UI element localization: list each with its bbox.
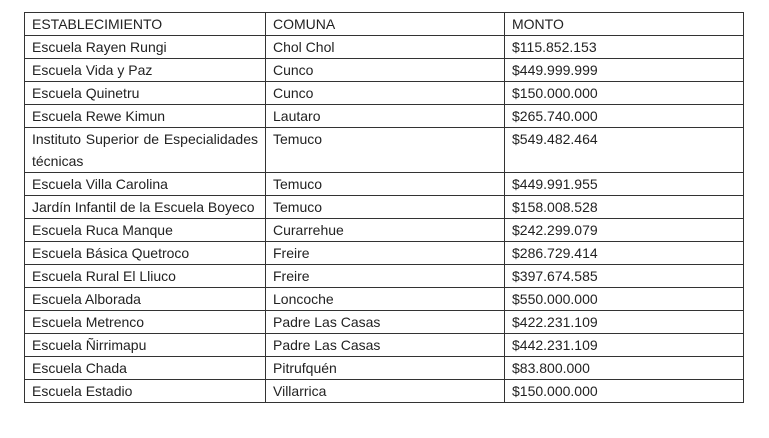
cell-monto: $449.991.955 — [504, 172, 744, 196]
cell-establecimiento: Escuela Alborada — [24, 287, 266, 311]
cell-establecimiento: Escuela Quinetru — [24, 81, 266, 105]
header-establecimiento: ESTABLECIMIENTO — [24, 12, 266, 36]
cell-establecimiento: Escuela Metrenco — [24, 310, 266, 334]
cell-establecimiento: Escuela Básica Quetroco — [24, 241, 266, 265]
cell-establecimiento: Jardín Infantil de la Escuela Boyeco — [24, 195, 266, 219]
table-row: Escuela Chada Pitrufquén $83.800.000 — [24, 356, 744, 380]
establishments-table: ESTABLECIMIENTO COMUNA MONTO Escuela Ray… — [24, 12, 744, 403]
table-row: Escuela Rayen Rungi Chol Chol $115.852.153 — [24, 35, 744, 59]
cell-establecimiento: Escuela Chada — [24, 356, 266, 380]
cell-monto: $286.729.414 — [504, 241, 744, 265]
table-row: Escuela Básica Quetroco Freire $286.729.41… — [24, 241, 744, 265]
cell-establecimiento: Escuela Vida y Paz — [24, 58, 266, 82]
cell-establecimiento: Instituto Superior de Especialidades téc… — [24, 127, 266, 173]
cell-comuna: Lautaro — [265, 104, 505, 128]
cell-comuna: Temuco — [265, 172, 505, 196]
cell-monto: $242.299.079 — [504, 218, 744, 242]
cell-comuna: Cunco — [265, 81, 505, 105]
cell-comuna: Curarrehue — [265, 218, 505, 242]
header-row: ESTABLECIMIENTO COMUNA MONTO — [24, 12, 744, 36]
cell-establecimiento: Escuela Ñirrimapu — [24, 333, 266, 357]
table-row: Escuela Rewe Kimun Lautaro $265.740.000 — [24, 104, 744, 128]
table-row: Instituto Superior de Especialidades téc… — [24, 127, 744, 173]
cell-comuna: Temuco — [265, 127, 505, 173]
cell-monto: $442.231.109 — [504, 333, 744, 357]
table-row: Escuela Vida y Paz Cunco $449.999.999 — [24, 58, 744, 82]
cell-establecimiento: Escuela Ruca Manque — [24, 218, 266, 242]
table-row: Escuela Metrenco Padre Las Casas $422.231.… — [24, 310, 744, 334]
table-row: Escuela Villa Carolina Temuco $449.991.955 — [24, 172, 744, 196]
cell-monto: $397.674.585 — [504, 264, 744, 288]
cell-comuna: Temuco — [265, 195, 505, 219]
header-monto: MONTO — [504, 12, 744, 36]
cell-comuna: Villarrica — [265, 379, 505, 403]
cell-comuna: Freire — [265, 241, 505, 265]
cell-monto: $115.852.153 — [504, 35, 744, 59]
cell-comuna: Padre Las Casas — [265, 333, 505, 357]
cell-establecimiento: Escuela Rewe Kimun — [24, 104, 266, 128]
cell-monto: $158.008.528 — [504, 195, 744, 219]
cell-establecimiento: Escuela Rayen Rungi — [24, 35, 266, 59]
table-row: Escuela Estadio Villarrica $150.000.000 — [24, 379, 744, 403]
cell-comuna: Cunco — [265, 58, 505, 82]
cell-establecimiento: Escuela Estadio — [24, 379, 266, 403]
cell-comuna: Pitrufquén — [265, 356, 505, 380]
cell-monto: $422.231.109 — [504, 310, 744, 334]
cell-monto: $150.000.000 — [504, 81, 744, 105]
table-row: Escuela Rural El Lliuco Freire $397.674.58… — [24, 264, 744, 288]
table-row: Escuela Alborada Loncoche $550.000.000 — [24, 287, 744, 311]
cell-establecimiento: Escuela Rural El Lliuco — [24, 264, 266, 288]
cell-comuna: Loncoche — [265, 287, 505, 311]
cell-comuna: Freire — [265, 264, 505, 288]
cell-monto: $549.482.464 — [504, 127, 744, 173]
cell-monto: $150.000.000 — [504, 379, 744, 403]
cell-monto: $449.999.999 — [504, 58, 744, 82]
table-row: Escuela Quinetru Cunco $150.000.000 — [24, 81, 744, 105]
table-row: Escuela Ruca Manque Curarrehue $242.299.07… — [24, 218, 744, 242]
cell-monto: $265.740.000 — [504, 104, 744, 128]
cell-monto: $83.800.000 — [504, 356, 744, 380]
table-row: Escuela Ñirrimapu Padre Las Casas $442.231… — [24, 333, 744, 357]
cell-comuna: Chol Chol — [265, 35, 505, 59]
header-comuna: COMUNA — [265, 12, 505, 36]
table-row: Jardín Infantil de la Escuela Boyeco Temu… — [24, 195, 744, 219]
cell-comuna: Padre Las Casas — [265, 310, 505, 334]
cell-establecimiento: Escuela Villa Carolina — [24, 172, 266, 196]
cell-monto: $550.000.000 — [504, 287, 744, 311]
